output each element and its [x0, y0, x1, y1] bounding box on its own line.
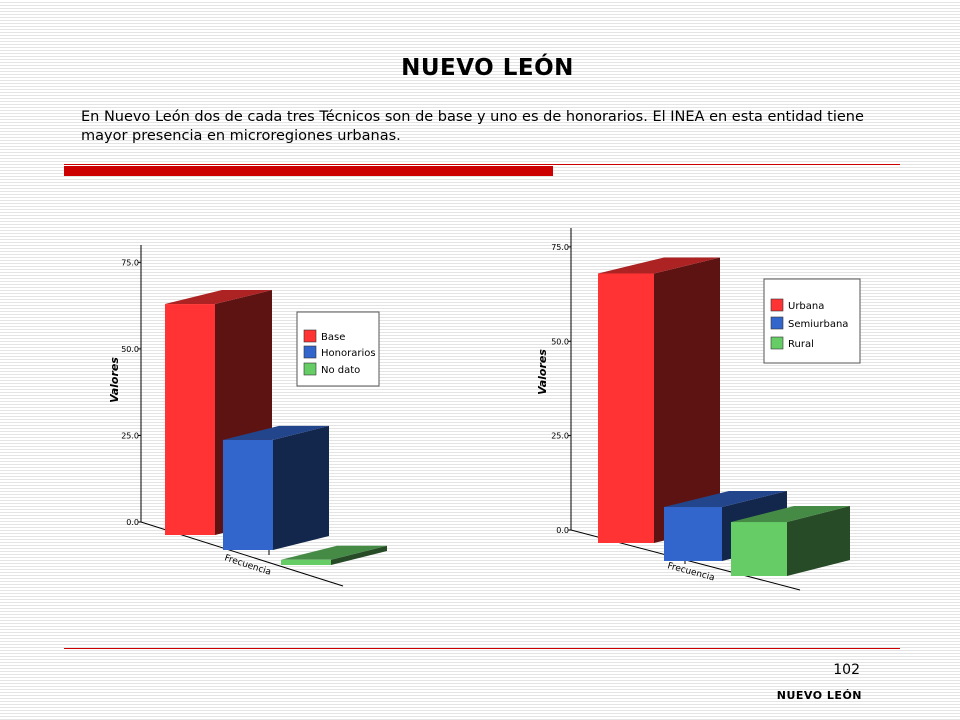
bar-front-face	[281, 559, 331, 565]
top-divider-line	[64, 164, 900, 165]
legend-label-rural: Rural	[788, 339, 814, 350]
legend-swatch-no-dato	[303, 362, 317, 376]
footer-label: NUEVO LEÓN	[776, 689, 862, 702]
bar-side-face	[331, 545, 387, 565]
intro-paragraph: En Nuevo León dos de cada tres Técnicos …	[81, 109, 864, 144]
legend-swatch-rural	[770, 336, 784, 350]
bar-front-face	[598, 273, 654, 543]
y-tick-label: 25.0	[121, 431, 139, 440]
y-axis-title: Valores	[536, 349, 549, 395]
legend-label-urbana: Urbana	[788, 301, 824, 312]
legend-swatch-base	[303, 329, 317, 343]
bar-side-face	[273, 425, 329, 550]
legend-label-no-dato: No dato	[321, 365, 360, 376]
y-tick-label: 75.0	[121, 258, 139, 267]
bar-front-face	[731, 522, 787, 576]
legend-label-semiurbana: Semiurbana	[788, 319, 848, 330]
bar-top-face	[731, 506, 850, 523]
bar-top-face	[281, 545, 387, 560]
bar-top-face	[664, 491, 787, 508]
bar-front-face	[223, 439, 273, 550]
legend-label-honorarios: Honorarios	[321, 348, 376, 359]
bottom-divider-line	[64, 648, 900, 649]
bar-front-face	[165, 304, 215, 535]
y-tick-label: 75.0	[551, 243, 569, 252]
bar-honorarios	[223, 425, 329, 550]
bar-top-face	[598, 257, 720, 274]
legend-swatch-semiurbana	[770, 316, 784, 330]
legend-swatch-honorarios	[303, 345, 317, 359]
bar-side-face	[654, 257, 720, 543]
bar-front-face	[664, 507, 722, 561]
x-category-label: Frecuencia	[666, 561, 715, 583]
y-axis-title: Valores	[108, 357, 121, 403]
y-tick-label: 25.0	[551, 432, 569, 441]
bar-rural	[731, 506, 850, 576]
bar-urbana	[598, 257, 720, 543]
top-accent-bar	[64, 166, 553, 176]
bar-top-face	[223, 425, 329, 440]
legend-swatch-urbana	[770, 298, 784, 312]
bar-top-face	[165, 290, 272, 305]
y-tick-label: 0.0	[556, 526, 569, 535]
page-title: NUEVO LEÓN	[401, 55, 574, 81]
legend-label-base: Base	[321, 332, 345, 343]
y-tick-label: 50.0	[121, 345, 139, 354]
bar-no-dato	[281, 545, 387, 565]
y-tick-label: 0.0	[126, 518, 139, 527]
page-number: 102	[833, 662, 860, 678]
y-tick-label: 50.0	[551, 337, 569, 346]
bar-side-face	[787, 506, 850, 576]
